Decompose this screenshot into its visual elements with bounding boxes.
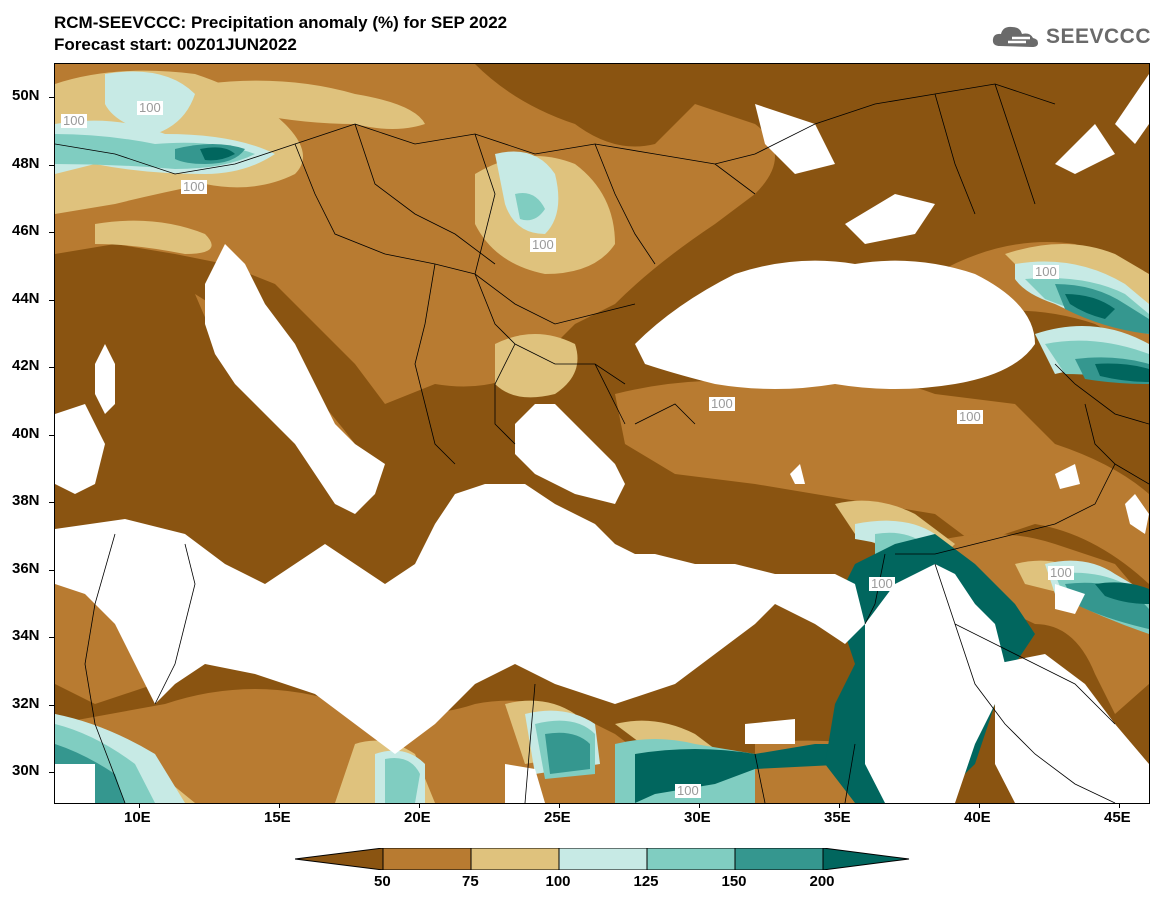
lat-label: 48N [12,154,40,172]
lon-label: 15E [264,809,291,826]
lon-label: 25E [544,809,571,826]
lat-label: 42N [12,357,40,374]
contour-label: 100 [957,409,983,424]
lat-label: 30N [12,762,40,779]
map-title: RCM-SEEVCCC: Precipitation anomaly (%) f… [54,13,508,32]
contour-label: 100 [137,100,163,115]
contour-label: 100 [709,396,735,411]
contour-label: 100 [61,113,87,128]
cloud-logo-icon [992,26,1038,47]
contour-label: 100 [675,783,701,798]
legend-swatch-below-50 [295,848,384,870]
lon-label: 40E [964,809,991,826]
contour-label: 100 [1048,565,1074,580]
lat-label: 34N [12,627,40,644]
contour-label: 100 [1033,264,1059,279]
lat-label: 40N [12,424,40,442]
legend-swatch [382,848,472,870]
map-canvas [55,64,1149,803]
seevccc-logo: SEEVCCC [990,22,1151,52]
precipitation-anomaly-map: 100 100 100 100 100 100 100 100 100 100 [54,63,1150,804]
colorbar-legend [295,848,910,870]
lat-label: 36N [12,559,40,577]
lon-label: 35E [824,809,851,826]
legend-swatch [734,848,824,870]
legend-threshold-label: 100 [545,873,571,890]
lon-label: 45E [1104,809,1131,826]
legend-swatch [558,848,648,870]
logo-text: SEEVCCC [1045,25,1151,48]
lat-label: 46N [12,222,40,239]
legend-threshold-label: 125 [633,873,659,890]
lat-label: 44N [12,289,40,307]
lon-label: 20E [404,809,431,826]
contour-label: 100 [530,237,556,252]
lon-label: 30E [684,809,711,826]
legend-threshold-label: 75 [462,873,479,890]
legend-threshold-label: 150 [721,873,747,890]
legend-swatch [646,848,736,870]
lon-label: 10E [124,809,151,826]
sea-mask [55,74,1149,754]
legend-threshold-label: 50 [374,873,391,890]
legend-threshold-label: 200 [809,873,835,890]
lat-label: 38N [12,492,40,509]
legend-swatch [470,848,560,870]
forecast-start-subtitle: Forecast start: 00Z01JUN2022 [54,35,297,54]
lat-label: 50N [12,87,40,104]
lat-label: 32N [12,694,40,712]
legend-swatch-above-200 [822,848,910,870]
country-borders [55,83,1149,803]
masked-region [55,564,1149,803]
contour-label: 100 [869,576,895,591]
contour-label: 100 [181,179,207,194]
